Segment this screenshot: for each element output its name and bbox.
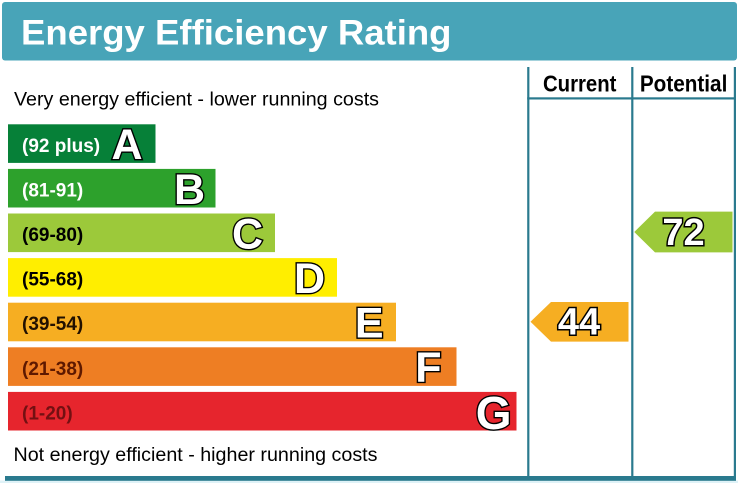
svg-text:E: E [355,300,384,348]
svg-text:B: B [174,166,205,214]
svg-text:(92 plus): (92 plus) [22,136,100,157]
svg-text:44: 44 [558,302,600,344]
svg-text:(55-68): (55-68) [22,270,83,291]
svg-text:D: D [294,255,325,303]
svg-text:(39-54): (39-54) [22,314,83,335]
svg-text:Very energy efficient - lower: Very energy efficient - lower running co… [14,89,379,111]
svg-text:G: G [476,387,512,439]
svg-text:72: 72 [662,212,704,254]
svg-text:C: C [232,210,263,258]
svg-text:Current: Current [543,71,617,97]
svg-text:F: F [415,344,441,392]
svg-text:Energy Efficiency Rating: Energy Efficiency Rating [21,13,452,52]
svg-text:Not energy efficient - higher: Not energy efficient - higher running co… [14,444,378,466]
svg-text:(81-91): (81-91) [22,180,83,201]
svg-text:(69-80): (69-80) [22,225,83,246]
svg-text:(1-20): (1-20) [22,403,73,424]
svg-text:Potential: Potential [640,71,728,97]
svg-text:(21-38): (21-38) [22,359,83,380]
svg-text:A: A [111,121,142,169]
